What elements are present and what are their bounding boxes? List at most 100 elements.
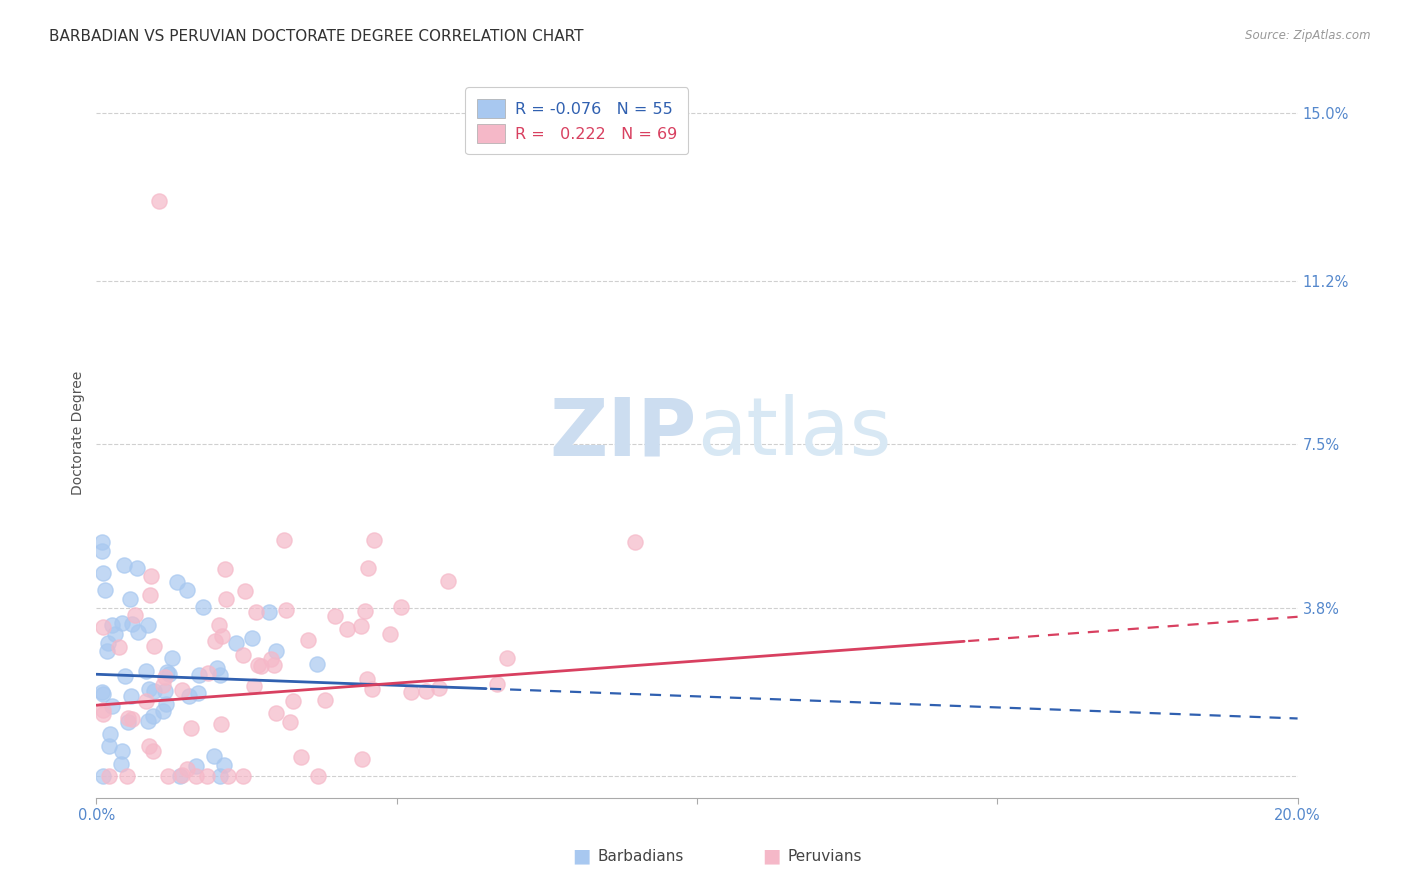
Text: ■: ■ — [762, 847, 780, 866]
Point — [307, 657, 329, 672]
Point — [136, 714, 159, 728]
Point — [142, 744, 165, 758]
Point — [98, 739, 121, 754]
Point — [91, 707, 114, 722]
Text: BARBADIAN VS PERUVIAN DOCTORATE DEGREE CORRELATION CHART: BARBADIAN VS PERUVIAN DOCTORATE DEGREE C… — [49, 29, 583, 44]
Point — [209, 769, 232, 783]
Text: Source: ZipAtlas.com: Source: ZipAtlas.com — [1246, 29, 1371, 42]
Point — [247, 658, 270, 673]
Point — [217, 769, 239, 783]
Point — [142, 709, 165, 723]
Point — [177, 690, 200, 704]
Point — [157, 666, 180, 681]
Point — [274, 603, 297, 617]
Point — [212, 758, 235, 772]
Point — [352, 752, 374, 766]
Point — [389, 599, 412, 614]
Point — [156, 665, 179, 679]
Point — [148, 194, 170, 209]
Point — [202, 748, 225, 763]
Point — [281, 693, 304, 707]
Text: Peruvians: Peruvians — [787, 849, 862, 863]
Point — [101, 618, 124, 632]
Point — [111, 744, 134, 758]
Point — [297, 633, 319, 648]
Point — [257, 605, 280, 619]
Point — [314, 692, 336, 706]
Point — [91, 619, 114, 633]
Text: ZIP: ZIP — [550, 394, 697, 472]
Point — [112, 558, 135, 572]
Point — [127, 624, 149, 639]
Point — [356, 672, 378, 686]
Point — [215, 591, 238, 606]
Point — [93, 687, 115, 701]
Point — [354, 604, 377, 618]
Point — [415, 684, 437, 698]
Point — [166, 574, 188, 589]
Point — [157, 769, 180, 783]
Point — [120, 689, 142, 703]
Point — [142, 684, 165, 698]
Point — [142, 639, 165, 653]
Point — [360, 681, 382, 696]
Point — [197, 666, 219, 681]
Legend: R = -0.076   N = 55, R =   0.222   N = 69: R = -0.076 N = 55, R = 0.222 N = 69 — [465, 87, 689, 154]
Point — [249, 659, 271, 673]
Point — [427, 681, 450, 695]
Point — [107, 640, 129, 654]
Point — [97, 636, 120, 650]
Point — [240, 631, 263, 645]
Point — [245, 605, 267, 619]
Point — [266, 644, 288, 658]
Point — [136, 618, 159, 632]
Point — [207, 617, 229, 632]
Point — [187, 686, 209, 700]
Point — [209, 717, 232, 731]
Point — [104, 627, 127, 641]
Point — [176, 762, 198, 776]
Point — [363, 533, 385, 547]
Point — [184, 759, 207, 773]
Point — [232, 769, 254, 783]
Point — [121, 713, 143, 727]
Point — [121, 617, 143, 632]
Point — [111, 615, 134, 630]
Y-axis label: Doctorate Degree: Doctorate Degree — [72, 371, 86, 495]
Point — [485, 677, 508, 691]
Text: atlas: atlas — [697, 394, 891, 472]
Point — [152, 704, 174, 718]
Point — [155, 670, 177, 684]
Point — [117, 714, 139, 729]
Point — [273, 533, 295, 547]
Point — [160, 651, 183, 665]
Point — [152, 678, 174, 692]
Point — [169, 769, 191, 783]
Point — [124, 608, 146, 623]
Point — [96, 643, 118, 657]
Point — [436, 574, 458, 588]
Point — [242, 679, 264, 693]
Point — [214, 562, 236, 576]
Point — [138, 739, 160, 753]
Point — [135, 664, 157, 678]
Point — [138, 681, 160, 696]
Point — [357, 560, 380, 574]
Point — [204, 634, 226, 648]
Point — [232, 648, 254, 663]
Point — [336, 622, 359, 636]
Point — [260, 652, 283, 666]
Point — [155, 697, 177, 711]
Point — [225, 636, 247, 650]
Point — [91, 566, 114, 580]
Point — [180, 721, 202, 735]
Point — [195, 769, 218, 783]
Point — [172, 768, 194, 782]
Point — [211, 629, 233, 643]
Point — [496, 650, 519, 665]
Point — [307, 769, 329, 783]
Point — [205, 660, 228, 674]
Point — [191, 600, 214, 615]
Point — [101, 698, 124, 713]
Point — [117, 711, 139, 725]
